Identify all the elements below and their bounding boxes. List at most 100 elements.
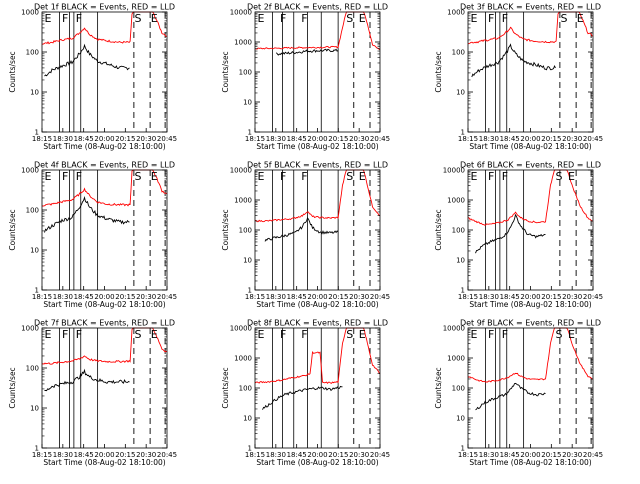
y-tick-label: 10 (243, 257, 252, 265)
y-axis-label: Counts/sec (8, 367, 17, 408)
interval-mark-S: S (561, 12, 568, 25)
panel-title: Det 3f BLACK = Events, RED = LLD (460, 3, 601, 12)
y-tick-label: 100 (239, 227, 252, 235)
x-tick-label: 18:30 (479, 293, 499, 301)
interval-mark-E: E (151, 12, 158, 25)
interval-mark-E: E (471, 328, 478, 341)
x-tick-label: 20:15 (115, 135, 135, 143)
x-tick-label: 18:15 (32, 293, 52, 301)
x-tick-label: 18:30 (479, 135, 499, 143)
x-tick-label: 20:45 (583, 451, 603, 459)
y-tick-label: 1 (248, 129, 252, 137)
interval-mark-F: F (62, 170, 68, 183)
interval-mark-S: S (135, 12, 142, 25)
interval-mark-F: F (280, 12, 286, 25)
interval-mark-E: E (471, 12, 478, 25)
x-tick-label: 18:45 (74, 293, 94, 301)
x-axis-label: Start Time (08-Aug-02 18:10:00) (469, 458, 591, 467)
series-events (475, 382, 546, 411)
interval-mark-E: E (471, 170, 478, 183)
x-tick-label: 18:30 (53, 135, 73, 143)
x-tick-label: 20:45 (157, 451, 177, 459)
panel-title: Det 2f BLACK = Events, RED = LLD (247, 3, 388, 12)
y-tick-label: 10 (30, 405, 39, 413)
x-tick-label: 20:30 (349, 451, 369, 459)
interval-mark-E: E (151, 170, 158, 183)
x-tick-label: 20:00 (307, 451, 327, 459)
x-tick-label: 18:30 (266, 293, 286, 301)
x-tick-label: 18:30 (266, 135, 286, 143)
panel-title: Det 7f BLACK = Events, RED = LLD (34, 319, 175, 328)
y-tick-label: 1000 (21, 9, 39, 17)
interval-mark-E: E (45, 328, 52, 341)
y-tick-label: 10 (30, 247, 39, 255)
series-events (264, 216, 339, 242)
series-events (44, 196, 130, 233)
x-tick-label: 18:30 (53, 451, 73, 459)
x-tick-label: 18:15 (32, 135, 52, 143)
x-tick-label: 18:30 (479, 451, 499, 459)
x-tick-label: 18:45 (287, 135, 307, 143)
interval-mark-F: F (488, 328, 494, 341)
y-tick-label: 10 (243, 415, 252, 423)
x-tick-label: 18:30 (266, 451, 286, 459)
interval-mark-F: F (488, 12, 494, 25)
y-tick-label: 10 (243, 99, 252, 107)
x-tick-label: 20:15 (115, 451, 135, 459)
y-tick-label: 1 (461, 129, 465, 137)
x-tick-label: 18:45 (500, 135, 520, 143)
y-tick-label: 100 (452, 385, 465, 393)
x-tick-label: 20:45 (370, 135, 390, 143)
x-tick-label: 20:30 (349, 293, 369, 301)
interval-mark-F: F (301, 170, 307, 183)
x-tick-label: 20:00 (94, 293, 114, 301)
y-tick-label: 1000 (234, 197, 252, 205)
x-tick-label: 20:30 (136, 135, 156, 143)
interval-mark-F: F (62, 328, 68, 341)
y-tick-label: 100 (26, 207, 39, 215)
x-tick-label: 20:30 (136, 451, 156, 459)
y-axis-label: Counts/sec (221, 51, 230, 92)
x-tick-label: 20:15 (541, 135, 561, 143)
series-lld (467, 327, 594, 383)
x-tick-label: 18:15 (458, 293, 478, 301)
y-tick-label: 10000 (443, 325, 465, 333)
x-tick-label: 20:15 (328, 451, 348, 459)
interval-mark-F: F (76, 170, 82, 183)
x-tick-label: 20:45 (370, 451, 390, 459)
x-tick-label: 18:15 (458, 451, 478, 459)
y-tick-label: 100 (26, 365, 39, 373)
y-tick-label: 1000 (21, 325, 39, 333)
x-tick-label: 18:45 (500, 293, 520, 301)
x-tick-label: 20:00 (520, 293, 540, 301)
x-tick-label: 20:00 (94, 135, 114, 143)
y-tick-label: 10000 (230, 325, 252, 333)
x-tick-label: 20:30 (562, 293, 582, 301)
interval-mark-F: F (280, 170, 286, 183)
y-axis-label: Counts/sec (221, 367, 230, 408)
x-axis-label: Start Time (08-Aug-02 18:10:00) (256, 458, 378, 467)
panel-title: Det 8f BLACK = Events, RED = LLD (247, 319, 388, 328)
y-tick-label: 100 (26, 49, 39, 57)
interval-mark-E: E (568, 328, 575, 341)
y-tick-label: 1000 (234, 355, 252, 363)
x-tick-label: 20:30 (562, 451, 582, 459)
y-tick-label: 1000 (21, 167, 39, 175)
series-lld (41, 169, 168, 207)
panel-title: Det 5f BLACK = Events, RED = LLD (247, 161, 388, 170)
y-tick-label: 1000 (447, 197, 465, 205)
interval-mark-F: F (76, 12, 82, 25)
y-tick-label: 10000 (443, 167, 465, 175)
y-tick-label: 100 (239, 385, 252, 393)
y-tick-label: 100 (239, 69, 252, 77)
interval-mark-F: F (502, 12, 508, 25)
x-axis-label: Start Time (08-Aug-02 18:10:00) (43, 142, 165, 151)
panel-frame (254, 169, 381, 291)
interval-mark-E: E (359, 12, 366, 25)
